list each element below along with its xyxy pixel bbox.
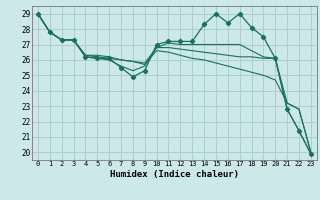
- X-axis label: Humidex (Indice chaleur): Humidex (Indice chaleur): [110, 170, 239, 179]
